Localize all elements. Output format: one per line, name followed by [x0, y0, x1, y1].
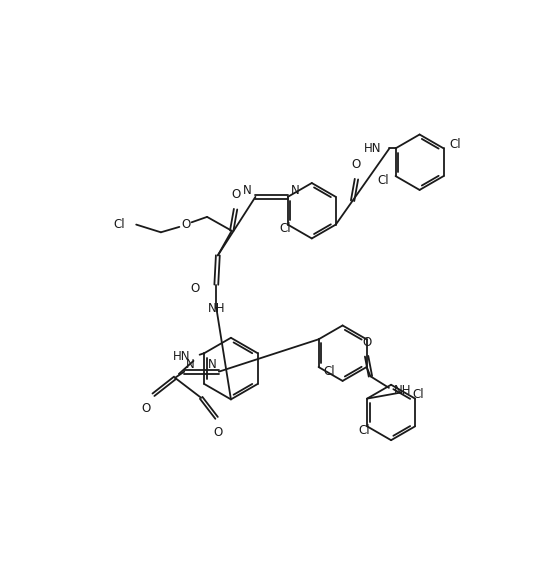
Text: O: O — [213, 426, 223, 439]
Text: NH: NH — [207, 302, 225, 315]
Text: HN: HN — [364, 142, 382, 155]
Text: O: O — [231, 188, 240, 201]
Text: O: O — [362, 336, 371, 349]
Text: Cl: Cl — [323, 365, 335, 378]
Text: O: O — [141, 402, 150, 415]
Text: O: O — [190, 282, 199, 295]
Text: Cl: Cl — [450, 138, 462, 151]
Text: N: N — [186, 358, 195, 371]
Text: Cl: Cl — [114, 218, 125, 231]
Text: O: O — [181, 218, 190, 231]
Text: HN: HN — [173, 350, 191, 363]
Text: N: N — [209, 358, 217, 371]
Text: Cl: Cl — [378, 174, 389, 187]
Text: Cl: Cl — [412, 388, 424, 401]
Text: Cl: Cl — [358, 424, 370, 437]
Text: N: N — [243, 184, 252, 197]
Text: N: N — [291, 184, 300, 197]
Text: O: O — [352, 158, 361, 171]
Text: Cl: Cl — [279, 222, 291, 236]
Text: NH: NH — [394, 384, 411, 397]
